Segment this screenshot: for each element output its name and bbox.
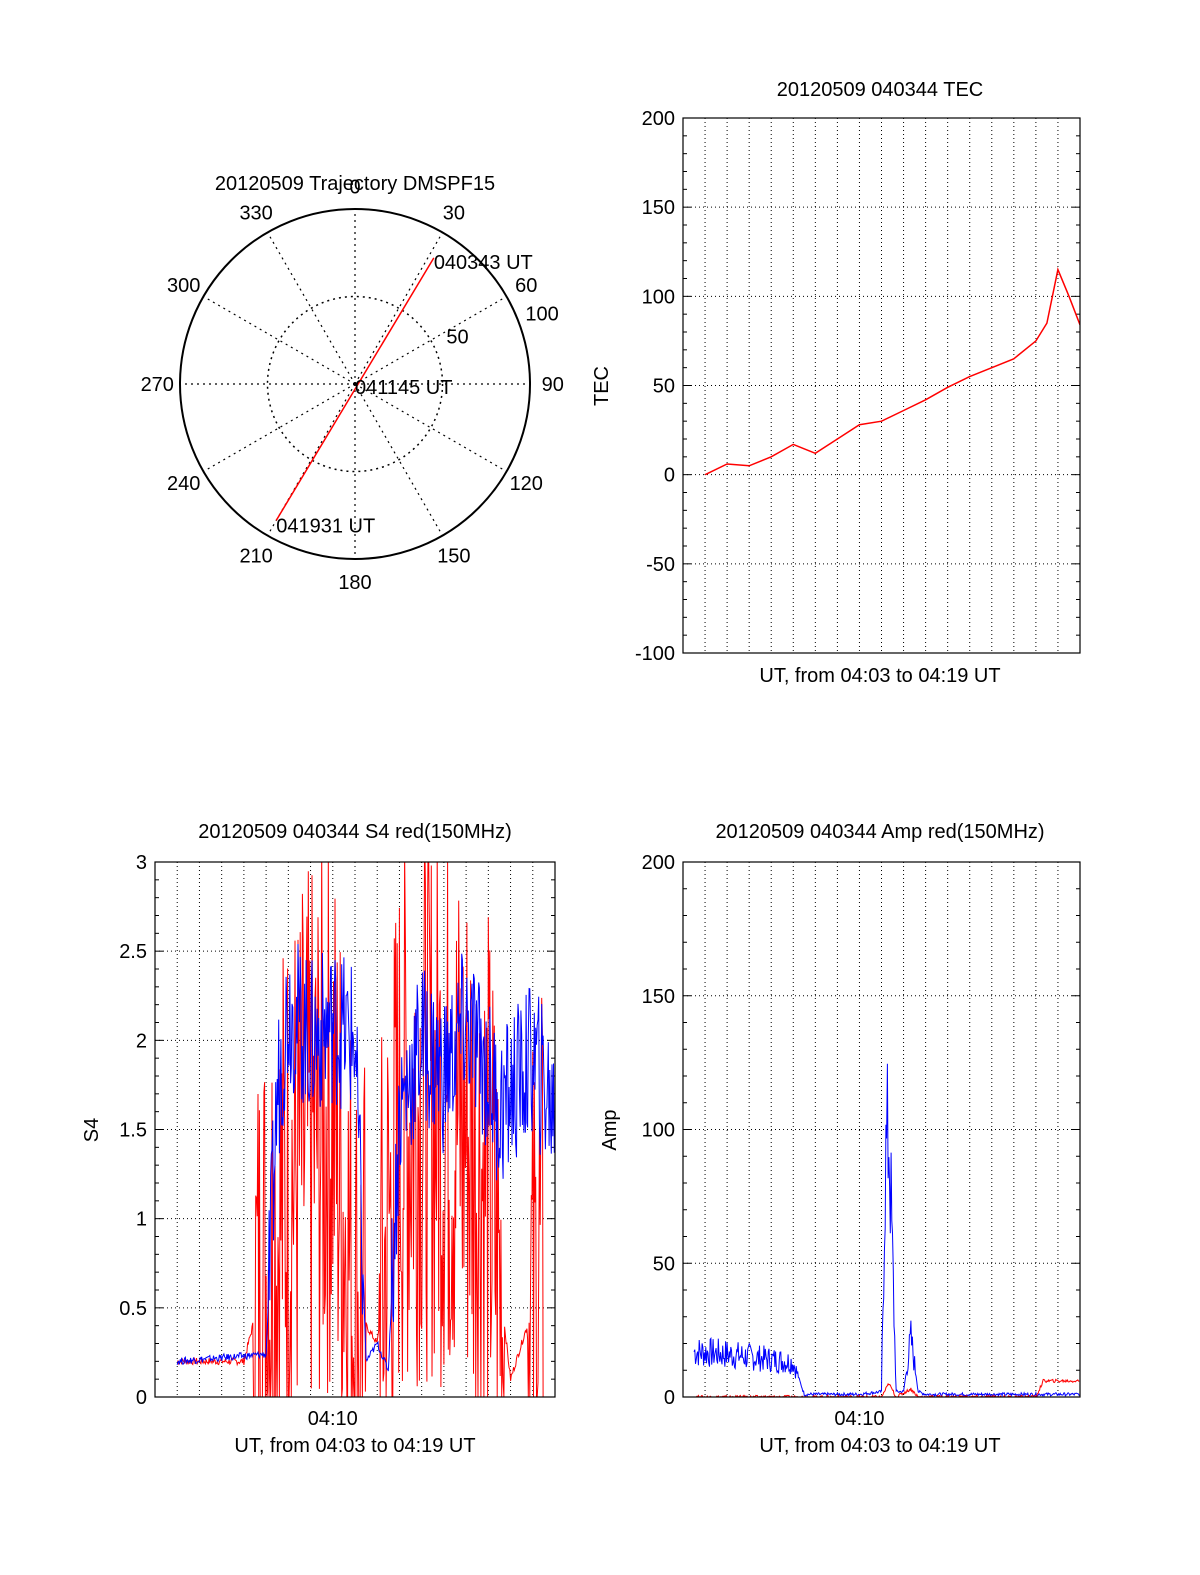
y-tick-label: 3: [136, 852, 147, 874]
y-tick-label: 0: [664, 1387, 675, 1409]
polar-spoke: [354, 295, 507, 385]
polar-angle-label: 330: [239, 203, 272, 225]
tec-plot: 20120509 040344 TEC UT, from 04:03 to 04…: [591, 79, 1081, 687]
y-tick-label: 150: [642, 197, 675, 219]
polar-spoke: [266, 232, 356, 385]
amp-plot-area: 0 50 100 150 200 04:10: [642, 852, 1081, 1430]
series-line-blue: [693, 1063, 1080, 1397]
trajectory-line: [275, 257, 435, 521]
y-tick-label: 1: [136, 1209, 147, 1231]
series-line-red: [694, 1378, 1080, 1397]
polar-spoke: [203, 383, 356, 473]
polar-angle-label: 150: [437, 545, 470, 567]
amp-xlabel: UT, from 04:03 to 04:19 UT: [759, 1435, 1000, 1457]
tec-ylabel: TEC: [591, 366, 613, 406]
amp-title: 20120509 040344 Amp red(150MHz): [715, 821, 1044, 843]
polar-angle-label: 120: [510, 473, 543, 495]
polar-spoke: [203, 295, 356, 385]
x-tick-label: 04:10: [308, 1408, 358, 1430]
amp-plot: 20120509 040344 Amp red(150MHz) UT, from…: [599, 821, 1081, 1457]
s4-xlabel: UT, from 04:03 to 04:19 UT: [234, 1435, 475, 1457]
plot-frame: [682, 861, 1081, 1398]
amp-ylabel: Amp: [599, 1109, 621, 1150]
tec-title: 20120509 040344 TEC: [777, 79, 983, 101]
trajectory-polar-plot: 20120509 Trajectory DMSPF15 0 30 60 90 120 15…: [141, 173, 564, 594]
polar-time-annotation: 041931 UT: [276, 515, 375, 537]
polar-spoke: [354, 383, 444, 536]
y-tick-label: 0.5: [119, 1298, 147, 1320]
y-tick-label: 1.5: [119, 1120, 147, 1142]
polar-angle-label: 180: [338, 572, 371, 594]
polar-time-annotation: 040343 UT: [434, 252, 533, 274]
s4-title: 20120509 040344 S4 red(150MHz): [198, 821, 512, 843]
polar-angle-labels: 0 30 60 90 120 150 180 210 240 270 300 330: [141, 176, 564, 594]
polar-radial-label: 100: [525, 304, 558, 326]
polar-angle-label: 300: [167, 275, 200, 297]
plot-frame: [682, 117, 1081, 654]
y-tick-label: 50: [653, 376, 675, 398]
polar-angle-label: 30: [443, 203, 465, 225]
polar-spoke: [354, 383, 507, 473]
trajectory-title: 20120509 Trajectory DMSPF15: [215, 173, 495, 195]
series-line-blue: [176, 943, 555, 1372]
polar-angle-label: 240: [167, 473, 200, 495]
y-tick-label: -100: [635, 643, 675, 665]
polar-trajectory-series: [275, 257, 435, 521]
s4-ylabel: S4: [81, 1118, 103, 1142]
y-tick-label: -50: [646, 554, 675, 576]
y-tick-label: 2.5: [119, 941, 147, 963]
polar-angle-label: 60: [515, 275, 537, 297]
x-tick-label: 04:10: [834, 1408, 884, 1430]
y-tick-label: 0: [664, 465, 675, 487]
series-group: [176, 862, 555, 1397]
polar-time-annotation: 041145 UT: [355, 377, 452, 399]
s4-plot-area: 0 0.5 1 1.5 2 2.5 3 04:10: [119, 852, 556, 1430]
y-tick-label: 100: [642, 1120, 675, 1142]
tec-plot-area: -100 -50 0 50 100 150 200: [635, 108, 1081, 665]
polar-radial-labels: 50 100: [446, 304, 558, 349]
polar-angle-label: 270: [141, 374, 174, 396]
tec-xlabel: UT, from 04:03 to 04:19 UT: [759, 665, 1000, 687]
s4-plot: 20120509 040344 S4 red(150MHz) UT, from …: [81, 821, 556, 1457]
y-tick-label: 2: [136, 1030, 147, 1052]
polar-ring-50: [266, 295, 444, 473]
y-tick-label: 100: [642, 286, 675, 308]
series-line-red: [176, 862, 544, 1397]
polar-angle-label: 210: [239, 545, 272, 567]
y-tick-label: 200: [642, 852, 675, 874]
polar-angle-label: 0: [349, 176, 360, 198]
polar-angle-label: 90: [542, 374, 564, 396]
y-tick-label: 0: [136, 1387, 147, 1409]
polar-time-annotations: 040343 UT 041145 UT 041931 UT: [276, 252, 533, 538]
y-tick-label: 150: [642, 986, 675, 1008]
polar-spoke: [354, 232, 444, 385]
series-group: [704, 267, 1080, 476]
y-tick-label: 200: [642, 108, 675, 130]
y-tick-label: 50: [653, 1253, 675, 1275]
polar-radial-label: 50: [446, 326, 468, 348]
polar-grid: [179, 208, 531, 560]
series-line-red: [704, 267, 1080, 476]
plot-frame: [154, 861, 556, 1398]
series-group: [693, 1063, 1080, 1397]
